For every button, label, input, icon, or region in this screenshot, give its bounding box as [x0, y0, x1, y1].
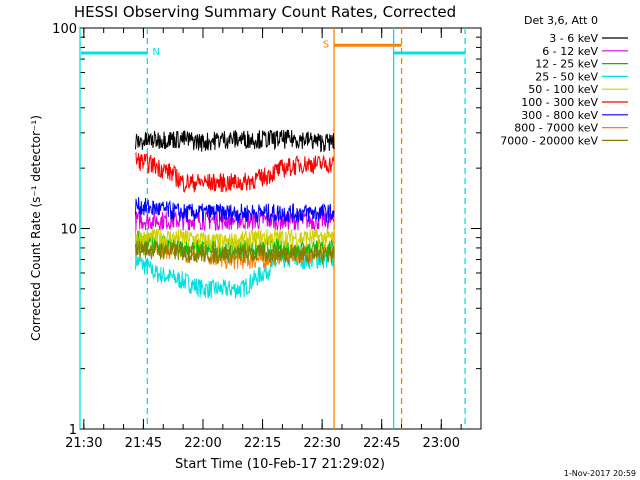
series-lines [135, 129, 335, 299]
x-tick-label: 22:30 [303, 436, 340, 451]
x-tick-label: 21:45 [125, 436, 162, 451]
series-line [135, 228, 335, 252]
legend-entry-label: 300 - 800 keV [521, 109, 598, 122]
series-line [135, 197, 335, 225]
footer-date: 1-Nov-2017 20:59 [564, 469, 636, 478]
legend-entry-label: 3 - 6 keV [549, 32, 598, 45]
annotation-label: S [323, 39, 329, 50]
series-line [135, 151, 335, 194]
x-tick-label: 21:30 [65, 436, 102, 451]
y-axis-label: Corrected Count Rate (s⁻¹ detector⁻¹) [29, 115, 43, 341]
y-tick-label: 1 [69, 423, 77, 438]
legend-entry-label: 6 - 12 keV [542, 45, 598, 58]
legend-entry-label: 7000 - 20000 keV [500, 134, 598, 147]
annotations: NS [79, 28, 466, 429]
y-tick-label: 10 [60, 223, 77, 238]
series-line [135, 239, 335, 265]
x-tick-label: 22:15 [244, 436, 281, 451]
y-axis: 1 10 100 [52, 22, 481, 438]
y-tick-label: 100 [52, 22, 77, 37]
chart-title: HESSI Observing Summary Count Rates, Cor… [74, 3, 456, 21]
legend-entry-label: 100 - 300 keV [521, 96, 598, 109]
annotation-label: N [152, 47, 159, 58]
legend-entry-label: 25 - 50 keV [535, 70, 598, 83]
legend-entry-label: 50 - 100 keV [528, 83, 598, 96]
series-line [135, 129, 335, 153]
x-axis-label: Start Time (10-Feb-17 21:29:02) [175, 457, 385, 472]
series-line [135, 231, 335, 260]
legend-entry-label: 12 - 25 keV [535, 58, 598, 71]
legend-header: Det 3,6, Att 0 [524, 14, 598, 27]
x-tick-label: 22:00 [184, 436, 221, 451]
x-tick-label: 22:45 [363, 436, 400, 451]
legend-entry-label: 800 - 7000 keV [514, 122, 598, 135]
x-tick-label: 23:00 [423, 436, 460, 451]
x-axis: 21:30 21:45 22:00 22:15 22:30 22:45 23:00 [65, 28, 482, 451]
